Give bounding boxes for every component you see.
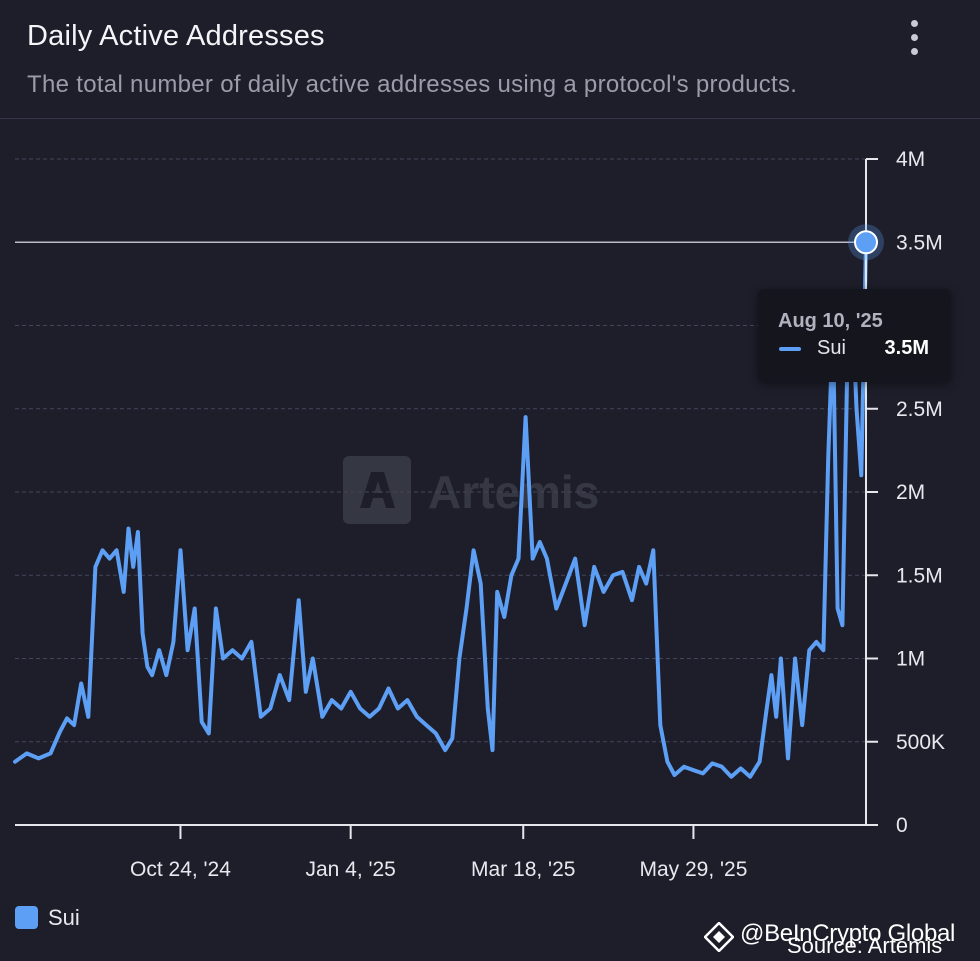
tooltip-series-name: Sui xyxy=(817,337,846,359)
y-tick-label: 1M xyxy=(896,648,925,671)
chart-subtitle: The total number of daily active address… xyxy=(27,71,798,98)
x-axis: Oct 24, '24 Jan 4, '25 Mar 18, '25 May 29, … xyxy=(15,824,866,881)
y-tick-label: 2.5M xyxy=(896,398,943,421)
series-sui xyxy=(13,240,868,779)
chart-tooltip: Aug 10, '25 Sui 3.5M xyxy=(758,289,951,382)
kebab-menu-icon[interactable] xyxy=(902,20,928,58)
x-tick-label: Oct 24, '24 xyxy=(130,858,231,881)
y-tick-label: 3.5M xyxy=(896,231,943,254)
source-credit: Source: Artemis xyxy=(787,933,943,958)
y-tick-label: 500K xyxy=(896,731,945,754)
tooltip-value: 3.5M xyxy=(884,337,929,359)
x-tick-label: Jan 4, '25 xyxy=(305,858,395,881)
x-tick-label: May 29, '25 xyxy=(639,858,747,881)
crosshair xyxy=(15,159,884,825)
y-tick-label: 4M xyxy=(896,148,925,171)
tooltip-date: Aug 10, '25 xyxy=(778,310,883,332)
x-tick-label: Mar 18, '25 xyxy=(471,858,575,881)
chart-header: Daily Active Addresses The total number … xyxy=(0,0,980,119)
y-tick-label: 2M xyxy=(896,481,925,504)
tooltip-series-swatch xyxy=(779,347,801,351)
y-tick-label: 1.5M xyxy=(896,564,943,587)
legend-swatch xyxy=(15,906,38,929)
watermark-label: @BeInCrypto Global xyxy=(740,920,956,947)
grid-lines xyxy=(15,158,866,743)
chart-title: Daily Active Addresses xyxy=(27,20,325,52)
beincrypto-logo-icon xyxy=(704,922,734,952)
hover-point xyxy=(854,230,878,255)
y-tick-label: 0 xyxy=(896,814,908,837)
series-line-sui xyxy=(13,240,868,779)
legend-label: Sui xyxy=(48,905,80,930)
artemis-watermark: Artemis xyxy=(343,456,599,524)
